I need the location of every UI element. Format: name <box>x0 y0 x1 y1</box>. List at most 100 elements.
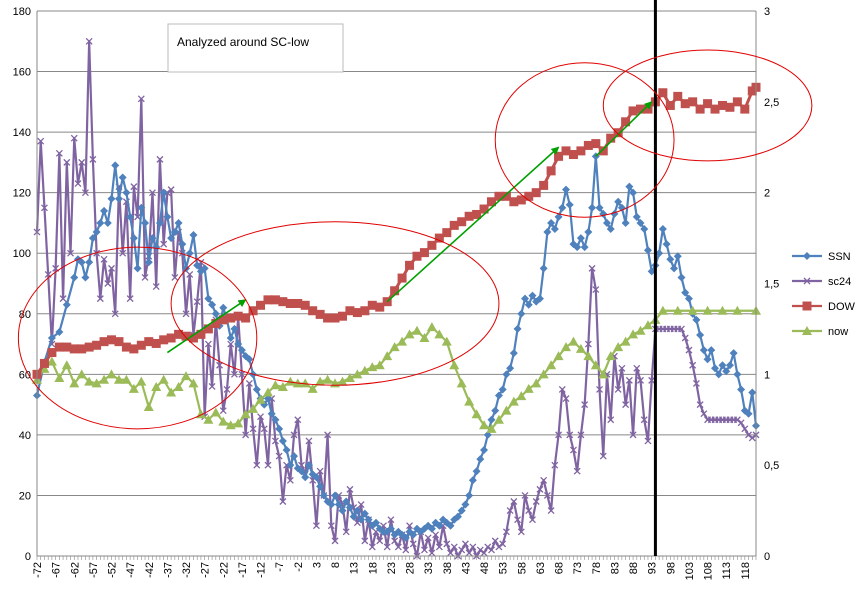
data-point <box>324 431 332 439</box>
y-right-tick-label: 0,5 <box>764 460 779 472</box>
data-point <box>528 291 537 300</box>
data-point <box>122 188 131 197</box>
data-point <box>648 376 656 384</box>
data-point <box>605 351 616 361</box>
data-point <box>352 308 362 318</box>
data-point <box>76 369 87 379</box>
data-point <box>152 283 160 290</box>
data-point <box>84 342 94 352</box>
data-point <box>181 331 191 341</box>
data-point <box>270 295 280 305</box>
x-tick-label: 93 <box>647 562 659 574</box>
data-point <box>46 356 57 366</box>
data-point <box>412 251 422 261</box>
data-point <box>77 258 86 267</box>
x-tick-label: 83 <box>609 562 621 574</box>
data-point <box>595 203 604 212</box>
data-point <box>208 300 217 309</box>
legend-item-DOW: DOW <box>792 301 856 313</box>
x-tick-label: -62 <box>69 562 81 578</box>
data-point <box>602 218 611 227</box>
data-point <box>375 302 385 312</box>
data-point <box>54 372 65 382</box>
data-point <box>111 310 119 318</box>
data-point <box>278 436 287 445</box>
y-right-tick-label: 2,5 <box>764 97 779 109</box>
data-point <box>404 329 415 339</box>
data-point <box>188 333 198 343</box>
y-right-tick-label: 2 <box>764 188 770 200</box>
data-point <box>562 395 570 403</box>
data-point <box>469 543 477 551</box>
data-point <box>203 324 213 334</box>
trend-arrow <box>595 101 653 157</box>
data-point <box>219 303 228 312</box>
data-point <box>331 491 340 500</box>
annotation-frame <box>167 23 344 73</box>
data-point <box>540 476 548 484</box>
data-point <box>91 378 102 388</box>
data-point <box>506 364 515 373</box>
y-right-tick-label: 0 <box>764 551 770 563</box>
data-point <box>263 394 272 403</box>
data-point <box>596 386 603 393</box>
data-point <box>389 342 400 352</box>
data-point <box>349 512 358 521</box>
data-point <box>486 423 497 433</box>
legend-item-sc24: sc24 <box>792 276 851 288</box>
x-tick-label: 88 <box>628 562 640 574</box>
data-point <box>77 344 87 354</box>
y-left-tick-label: 40 <box>19 430 31 442</box>
data-point <box>293 298 303 308</box>
series-layer <box>32 37 761 560</box>
data-point <box>598 369 609 379</box>
data-point <box>643 246 652 255</box>
data-point <box>327 522 335 530</box>
data-point <box>62 300 71 309</box>
data-point <box>598 146 608 156</box>
data-point <box>137 95 145 103</box>
data-point <box>40 204 48 212</box>
trend-arrow <box>166 299 247 354</box>
data-point <box>305 437 313 445</box>
x-tick-label: -32 <box>181 562 193 578</box>
x-tick-label: 48 <box>479 562 491 574</box>
data-point <box>225 420 236 430</box>
data-point <box>126 295 134 303</box>
data-point <box>230 324 239 333</box>
data-point <box>238 370 246 378</box>
data-point <box>680 99 690 109</box>
x-tick-label: -12 <box>256 562 268 578</box>
data-point <box>401 533 410 542</box>
data-point <box>517 528 525 536</box>
data-point <box>521 294 530 303</box>
data-point <box>141 218 150 227</box>
data-point <box>170 228 179 237</box>
data-point <box>262 387 273 397</box>
x-tick-label: -17 <box>237 562 249 578</box>
data-point <box>622 401 630 409</box>
data-point <box>703 355 712 364</box>
data-point <box>486 197 496 207</box>
data-point <box>618 364 626 372</box>
data-point <box>248 403 259 413</box>
data-point <box>308 306 318 316</box>
data-point <box>689 361 697 369</box>
data-point <box>443 540 451 548</box>
data-point <box>286 476 294 484</box>
legend: SSN sc24 DOW now <box>792 251 856 338</box>
data-point <box>216 361 224 369</box>
data-point <box>803 252 811 260</box>
data-point <box>226 334 235 342</box>
data-point <box>219 407 227 415</box>
data-point <box>428 549 436 557</box>
data-point <box>647 267 656 276</box>
gridlines <box>37 10 756 557</box>
data-point <box>133 264 142 273</box>
x-tick-label: 38 <box>442 562 454 574</box>
x-tick-label: 118 <box>740 562 752 580</box>
data-point <box>427 524 436 533</box>
data-point <box>248 306 258 316</box>
data-point <box>531 188 541 198</box>
data-point <box>636 218 645 227</box>
